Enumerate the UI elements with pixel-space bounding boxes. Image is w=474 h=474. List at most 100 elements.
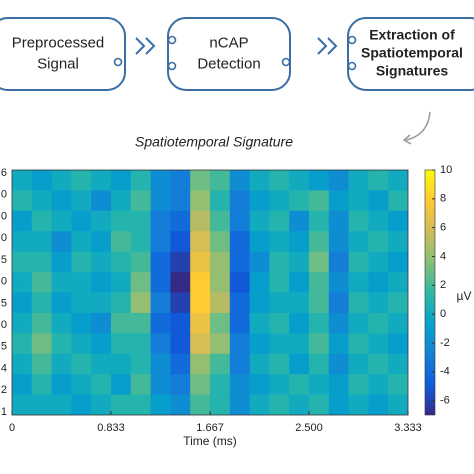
heat-cell: [51, 231, 72, 253]
heat-cell: [31, 353, 53, 375]
heat-cell: [229, 251, 251, 273]
heat-cell: [111, 272, 132, 293]
heat-cell: [31, 251, 53, 273]
heat-cell: [130, 292, 152, 314]
heat-cell: [368, 190, 389, 212]
heat-cell: [190, 292, 211, 314]
heat-cell: [31, 272, 53, 293]
heat-cell: [269, 272, 290, 293]
heat-cell: [348, 394, 369, 415]
colorbar-label: µV: [457, 289, 472, 303]
heat-cell: [289, 251, 310, 273]
heat-cell: [150, 272, 171, 293]
step-box: [167, 17, 291, 91]
heat-cell: [229, 374, 251, 396]
heat-cell: [31, 170, 53, 191]
heat-cell: [348, 210, 369, 232]
heat-cell: [111, 292, 132, 314]
heat-cell: [388, 374, 408, 396]
heat-cell: [71, 333, 92, 355]
y-tick-label: 4: [1, 362, 7, 374]
heat-cell: [289, 210, 310, 232]
heat-cell: [388, 394, 408, 415]
heat-cell: [348, 272, 369, 293]
heat-cell: [249, 292, 270, 314]
step-label: Signal: [37, 55, 79, 72]
heat-cell: [190, 231, 211, 253]
y-tick-label: 0: [1, 210, 7, 222]
heat-cell: [190, 312, 211, 334]
y-tick-label: 0: [1, 232, 7, 244]
heat-cell: [150, 251, 171, 273]
heat-cell: [210, 251, 231, 273]
heat-cell: [190, 272, 211, 293]
step-box: [0, 17, 126, 91]
heat-cell: [368, 394, 389, 415]
step-label: nCAP: [209, 34, 248, 51]
heat-cell: [170, 374, 191, 396]
heat-cell: [130, 231, 152, 253]
heat-cell: [229, 210, 251, 232]
heat-cell: [130, 394, 152, 415]
heat-cell: [328, 210, 350, 232]
heat-cell: [289, 272, 310, 293]
heat-cell: [269, 190, 290, 212]
heat-cell: [348, 231, 369, 253]
heat-cell: [51, 374, 72, 396]
heat-cell: [328, 170, 350, 191]
heat-cell: [229, 353, 251, 375]
colorbar-tick-label: 8: [440, 193, 446, 205]
heat-cell: [249, 312, 270, 334]
heat-cell: [229, 190, 251, 212]
heat-cell: [249, 272, 270, 293]
heat-cell: [12, 272, 33, 293]
heat-cell: [31, 292, 53, 314]
heat-cell: [328, 292, 350, 314]
heat-cell: [210, 272, 231, 293]
heat-cell: [170, 272, 191, 293]
heat-cell: [229, 312, 251, 334]
heat-cell: [229, 272, 251, 293]
heat-cell: [269, 292, 290, 314]
heat-cell: [91, 353, 112, 375]
colorbar-tick-label: -4: [440, 366, 450, 378]
heat-cell: [309, 190, 330, 212]
step-label: Preprocessed: [12, 34, 105, 51]
heat-cell: [170, 170, 191, 191]
heat-cell: [111, 312, 132, 334]
heat-cell: [249, 251, 270, 273]
heat-cell: [229, 333, 251, 355]
heat-cell: [12, 292, 33, 314]
heat-cell: [388, 272, 408, 293]
heat-cell: [130, 374, 152, 396]
heat-cell: [249, 170, 270, 191]
heat-cell: [210, 190, 231, 212]
y-tick-label: 1: [1, 406, 7, 418]
heat-cell: [368, 231, 389, 253]
heat-cell: [71, 231, 92, 253]
heat-cell: [51, 272, 72, 293]
heat-cell: [111, 374, 132, 396]
heat-cell: [130, 312, 152, 334]
heat-cell: [328, 190, 350, 212]
heat-cell: [388, 190, 408, 212]
heat-cell: [31, 210, 53, 232]
heat-cell: [269, 312, 290, 334]
heat-cell: [289, 170, 310, 191]
connector: [113, 57, 123, 67]
heat-cell: [51, 394, 72, 415]
heat-cell: [51, 333, 72, 355]
heat-cell: [309, 353, 330, 375]
heat-cell: [269, 394, 290, 415]
step-label: Signatures: [376, 63, 449, 79]
heat-cell: [31, 231, 53, 253]
heat-cell: [150, 210, 171, 232]
heat-cell: [309, 374, 330, 396]
heat-cell: [51, 210, 72, 232]
heat-cell: [190, 190, 211, 212]
heat-cell: [71, 394, 92, 415]
heat-cell: [71, 353, 92, 375]
heat-cell: [289, 374, 310, 396]
heat-cell: [210, 231, 231, 253]
heat-cell: [289, 312, 310, 334]
